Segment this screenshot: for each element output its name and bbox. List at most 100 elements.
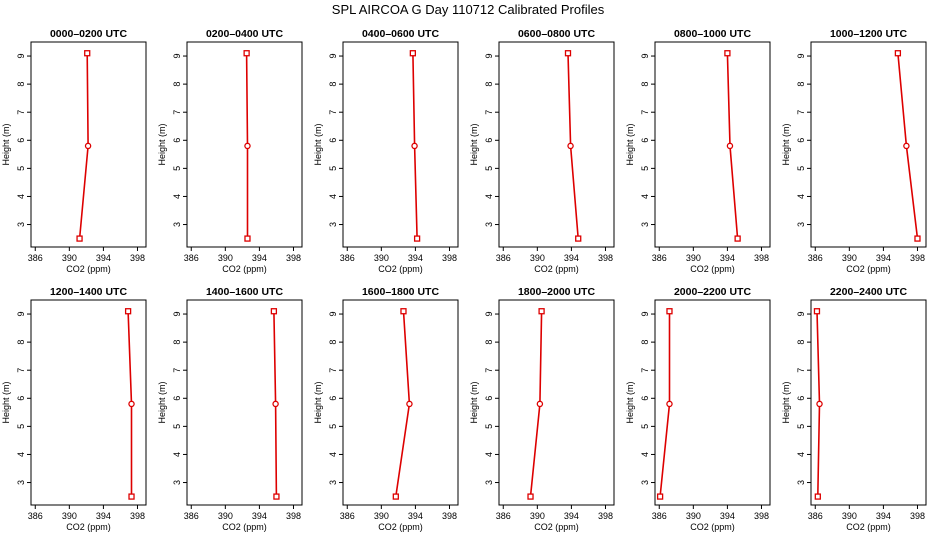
data-point — [243, 50, 250, 57]
profile-panel: 0000–0200 UTC 386 390 394 398 CO2 (ppm) 3 4 5 6 7 8… — [1, 28, 147, 274]
y-tick-label: 9 — [328, 54, 338, 59]
x-axis-label: CO2 (ppm) — [846, 264, 891, 274]
data-point — [656, 493, 664, 500]
y-tick-label: 9 — [484, 54, 494, 59]
y-tick-label: 8 — [172, 340, 182, 345]
x-tick-label: 386 — [28, 511, 43, 521]
panel-title: 0200–0400 UTC — [206, 28, 283, 40]
data-point — [244, 142, 251, 150]
y-tick-label: 7 — [640, 110, 650, 115]
x-tick-label: 386 — [652, 511, 667, 521]
panel-frame — [30, 299, 147, 506]
profile-panel: 0400–0600 UTC 386 390 394 398 CO2 (ppm) 3 4 5 6 7 8… — [313, 28, 459, 274]
y-tick-label: 3 — [484, 480, 494, 485]
panel-title: 0800–1000 UTC — [674, 28, 751, 40]
x-tick-label: 394 — [720, 253, 735, 263]
y-tick-label: 6 — [16, 138, 26, 143]
x-tick-label: 386 — [496, 253, 511, 263]
figure-title: SPL AIRCOA G Day 110712 Calibrated Profi… — [332, 2, 605, 17]
y-tick-label: 4 — [328, 452, 338, 457]
panel-frame — [342, 299, 459, 506]
y-tick-label: 9 — [172, 54, 182, 59]
x-axis-label: CO2 (ppm) — [66, 522, 111, 532]
data-point — [894, 50, 902, 57]
y-tick-label: 8 — [640, 340, 650, 345]
data-point — [724, 50, 731, 57]
x-tick-label: 398 — [442, 511, 457, 521]
panel-title: 1800–2000 UTC — [518, 286, 595, 298]
y-tick-label: 9 — [796, 54, 806, 59]
y-tick-label: 4 — [484, 452, 494, 457]
y-tick-label: 6 — [172, 138, 182, 143]
y-tick-label: 5 — [796, 424, 806, 429]
panel-frame — [498, 41, 615, 248]
data-point — [914, 235, 921, 242]
y-tick-label: 5 — [484, 424, 494, 429]
x-tick-label: 386 — [808, 253, 823, 263]
x-tick-label: 394 — [564, 511, 579, 521]
x-tick-label: 394 — [876, 511, 891, 521]
x-axis-label: CO2 (ppm) — [534, 522, 579, 532]
y-tick-label: 5 — [328, 166, 338, 171]
x-tick-label: 390 — [530, 511, 545, 521]
y-tick-label: 4 — [484, 194, 494, 199]
y-tick-label: 7 — [16, 110, 26, 115]
profile-panel: 2000–2200 UTC 386 390 394 398 CO2 (ppm) 3 4 5 6 7 8… — [625, 286, 771, 532]
y-tick-label: 7 — [328, 110, 338, 115]
profile-panel: 0600–0800 UTC 386 390 394 398 CO2 (ppm) 3 4 5 6 7 8… — [469, 28, 615, 274]
profile-panel: 1400–1600 UTC 386 390 394 398 CO2 (ppm) 3 4 5 6 7 8… — [157, 286, 303, 532]
data-point — [128, 400, 135, 408]
y-tick-label: 6 — [328, 138, 338, 143]
y-tick-label: 4 — [640, 452, 650, 457]
panel-title: 1200–1400 UTC — [50, 286, 127, 298]
data-point — [527, 493, 534, 500]
data-point — [666, 400, 673, 408]
y-tick-label: 8 — [16, 82, 26, 87]
data-point — [84, 50, 91, 57]
x-tick-label: 394 — [408, 253, 423, 263]
x-tick-label: 390 — [218, 511, 233, 521]
y-tick-label: 8 — [172, 82, 182, 87]
data-point — [538, 308, 545, 315]
y-tick-label: 8 — [796, 340, 806, 345]
x-tick-label: 394 — [96, 511, 111, 521]
x-tick-label: 394 — [564, 253, 579, 263]
y-tick-label: 6 — [172, 396, 182, 401]
y-tick-label: 5 — [640, 166, 650, 171]
y-axis-label: Height (m) — [625, 123, 635, 165]
data-point — [903, 142, 910, 150]
y-tick-label: 5 — [796, 166, 806, 171]
y-tick-label: 5 — [484, 166, 494, 171]
data-point — [726, 142, 734, 150]
profile-panel: 0800–1000 UTC 386 390 394 398 CO2 (ppm) 3 4 5 6 7 8… — [625, 28, 771, 274]
y-tick-label: 5 — [16, 166, 26, 171]
y-tick-label: 8 — [328, 82, 338, 87]
x-axis-label: CO2 (ppm) — [690, 522, 735, 532]
y-tick-label: 5 — [16, 424, 26, 429]
y-tick-label: 8 — [328, 340, 338, 345]
y-tick-label: 4 — [796, 452, 806, 457]
panel-frame — [654, 41, 771, 248]
y-tick-label: 9 — [328, 312, 338, 317]
data-point — [273, 493, 280, 500]
y-tick-label: 9 — [640, 54, 650, 59]
y-tick-label: 3 — [796, 222, 806, 227]
panel-frame — [186, 299, 303, 506]
profile-panel: 0200–0400 UTC 386 390 394 398 CO2 (ppm) 3 4 5 6 7 8… — [157, 28, 303, 274]
y-tick-label: 8 — [640, 82, 650, 87]
y-tick-label: 7 — [16, 368, 26, 373]
x-tick-label: 398 — [910, 253, 925, 263]
y-axis-label: Height (m) — [1, 381, 11, 423]
y-tick-label: 9 — [796, 312, 806, 317]
panel-title: 2000–2200 UTC — [674, 286, 751, 298]
x-tick-label: 386 — [340, 511, 355, 521]
x-tick-label: 398 — [286, 511, 301, 521]
y-axis-label: Height (m) — [313, 123, 323, 165]
y-tick-label: 3 — [328, 222, 338, 227]
y-tick-label: 6 — [796, 138, 806, 143]
data-point — [567, 142, 574, 150]
panel-title: 0000–0200 UTC — [50, 28, 127, 40]
y-tick-label: 8 — [16, 340, 26, 345]
panel-frame — [186, 41, 303, 248]
